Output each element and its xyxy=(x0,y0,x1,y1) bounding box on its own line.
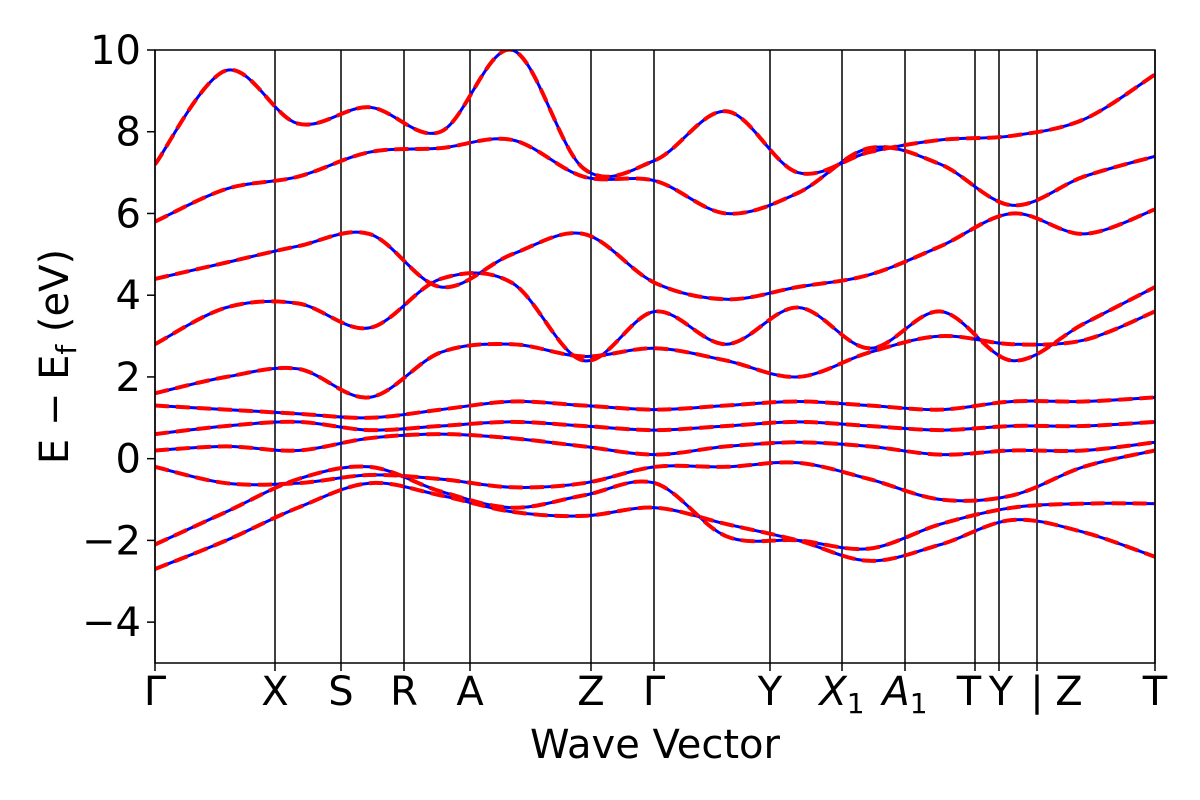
x-tick-label: Z xyxy=(577,669,604,715)
dashed-band-line xyxy=(155,419,1155,437)
y-tick-label: 8 xyxy=(116,110,141,156)
y-tick-label: −4 xyxy=(82,600,141,646)
x-axis-label: Wave Vector xyxy=(530,722,781,768)
dashed-band-line xyxy=(155,207,1155,302)
dashed-band-line xyxy=(155,271,1155,363)
x-tick-label: Γ xyxy=(144,669,167,715)
dashed-band-line xyxy=(155,448,1155,503)
x-tick-label: Y xyxy=(988,669,1014,715)
y-axis-label-subscript: f xyxy=(50,344,83,355)
y-tick-label: −2 xyxy=(82,518,141,564)
x-tick-label: R xyxy=(390,669,418,715)
dashed-band-line xyxy=(155,395,1155,420)
x-tick-label: Y xyxy=(757,669,783,715)
solid-band-line xyxy=(155,50,1155,179)
y-tick-label: 0 xyxy=(116,437,141,483)
x-tick-label: A xyxy=(456,669,484,715)
x-tick-label: A1 xyxy=(879,669,927,720)
x-tick-label: T xyxy=(956,669,982,715)
y-axis-label-main: E − E xyxy=(32,355,78,465)
x-tick-label: X xyxy=(261,669,288,715)
solid-band-line xyxy=(155,310,1155,399)
high-symmetry-lines xyxy=(154,50,1156,663)
band-lines xyxy=(155,50,1155,571)
y-axis-label: E − Ef (eV) xyxy=(32,249,83,464)
solid-band-line xyxy=(155,207,1155,301)
x-tick-label: T xyxy=(1142,669,1168,715)
plot-frame xyxy=(154,49,1156,664)
x-tick-label: Γ xyxy=(643,669,666,715)
dashed-band-line xyxy=(155,480,1155,571)
solid-band-line xyxy=(155,432,1155,457)
dashed-band-line xyxy=(155,136,1155,224)
path-break-label: | xyxy=(1030,669,1043,715)
y-axis-label-unit: (eV) xyxy=(32,249,78,345)
y-tick-label: 6 xyxy=(116,191,141,237)
solid-band-line xyxy=(155,420,1155,436)
x-tick-label: Z xyxy=(1055,669,1082,715)
y-axis-ticks: −4 −2 0 2 4 6 8 10 xyxy=(82,28,155,646)
dashed-band-line xyxy=(155,464,1155,552)
x-tick-label: S xyxy=(328,669,353,715)
y-tick-label: 2 xyxy=(116,355,141,401)
dashed-band-line xyxy=(155,50,1155,179)
dashed-band-line xyxy=(155,309,1155,400)
solid-band-line xyxy=(155,395,1155,420)
solid-band-line xyxy=(155,137,1155,223)
y-tick-label: 10 xyxy=(90,28,141,74)
x-tick-label: X1 xyxy=(817,669,864,720)
x-axis-ticks: Γ X S R A Z Γ Y X1 A1 T Y Z T| xyxy=(144,663,1168,720)
y-tick-label: 4 xyxy=(116,273,141,319)
